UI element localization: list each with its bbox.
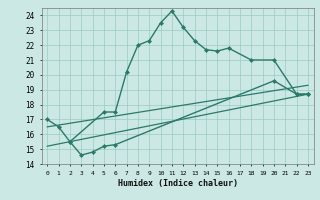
X-axis label: Humidex (Indice chaleur): Humidex (Indice chaleur) — [118, 179, 237, 188]
